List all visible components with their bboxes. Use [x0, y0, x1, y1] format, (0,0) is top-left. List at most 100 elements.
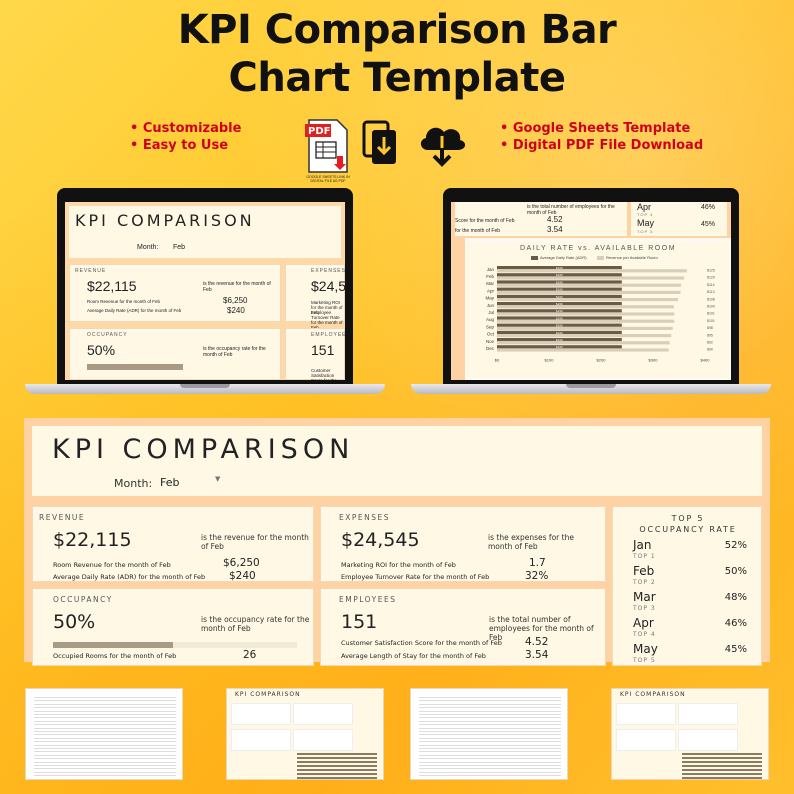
x-tick-label: $400: [701, 357, 711, 362]
sheet-row-line: [34, 765, 176, 766]
data-label-revpar: $114: [707, 283, 715, 287]
mini-month-label: Month:: [137, 244, 159, 251]
sheet-row-line: [34, 775, 176, 777]
headline-line-1: KPI Comparison Bar: [177, 7, 617, 53]
sheet-row-line: [34, 697, 176, 698]
mini-expenses-label: EXPENSES: [311, 268, 345, 274]
top5-tag: TOP 5: [633, 657, 656, 664]
data-label-revpar: $98: [707, 326, 713, 330]
length-of-stay-value: 3.54: [525, 649, 549, 661]
thumbnail-data-sheet-2[interactable]: [410, 688, 568, 780]
data-label-adr: $240: [556, 266, 563, 270]
top5-month: Apr: [633, 616, 654, 630]
data-label-adr: $240: [556, 309, 563, 313]
chevron-down-icon[interactable]: ▼: [215, 475, 221, 483]
mini-top5-pct: 45%: [701, 221, 716, 228]
data-label-revpar: $101: [707, 319, 715, 323]
mini-header: [69, 206, 341, 240]
top5-title-line2: OCCUPANCY RATE: [639, 525, 737, 534]
employees-desc: is the total number of employees for the…: [489, 615, 594, 642]
sheet-row-line: [419, 697, 561, 698]
y-tick-label: Jan: [487, 267, 495, 272]
sheet-row-line: [419, 717, 561, 719]
mini-occupancy-card: [69, 328, 281, 380]
top5-row: Mar TOP 3 48%: [633, 590, 753, 616]
feature-item: Easy to Use: [130, 137, 241, 154]
csat-value: 4.52: [525, 636, 549, 648]
mini-top5-month: Apr: [637, 202, 652, 212]
adr-label: Average Daily Rate (ADR) for the month o…: [53, 573, 206, 581]
mini-top5-pct: 46%: [701, 204, 716, 211]
thumb-card: [231, 729, 291, 751]
bar-revpar: [497, 290, 681, 294]
marketing-roi-value: 1.7: [529, 557, 546, 569]
bar-adr: [497, 345, 622, 349]
sheet-row-line: [34, 707, 176, 709]
sheet-row-line: [34, 731, 176, 732]
mini-top5-month: May: [637, 218, 655, 228]
x-tick-label: $0: [495, 357, 500, 362]
legend-label-revpar: Revenue per Available Room: [606, 255, 658, 260]
data-label-revpar: $113: [707, 290, 715, 294]
mini-revenue-sub2-value: $240: [227, 306, 245, 315]
mini-emp-sub2-value: 3.54: [547, 225, 563, 234]
legend-swatch-adr: [531, 256, 538, 260]
turnover-label: Employee Turnover Rate for the month of …: [341, 573, 490, 581]
mini-revenue-label: REVENUE: [75, 268, 107, 274]
sheet-row-line: [419, 703, 561, 705]
y-tick-label: Dec: [486, 346, 495, 351]
y-tick-label: Apr: [487, 288, 495, 293]
chart-title: DAILY RATE vs. AVAILABLE ROOM: [519, 245, 677, 252]
y-tick-label: Jul: [488, 310, 494, 315]
page-title: KPI COMPARISON: [52, 434, 355, 465]
thumb-bar-chart: [682, 753, 762, 779]
expenses-value: $24,545: [341, 529, 420, 551]
sheet-row-line: [419, 714, 561, 715]
data-label-revpar: $100: [707, 305, 715, 309]
data-label-adr: $240: [556, 345, 563, 349]
feature-item: Digital PDF File Download: [500, 137, 703, 154]
feature-item: Customizable: [130, 120, 242, 137]
mini-expenses-sub2: Employee Turnover Rate for the month of …: [311, 310, 343, 330]
thumbnail-dashboard-1[interactable]: KPI COMPARISON: [226, 688, 384, 780]
sheet-row-line: [419, 768, 561, 770]
month-select[interactable]: Feb: [160, 476, 180, 489]
mini-employees-card: [285, 328, 345, 380]
sheet-row-line: [34, 761, 176, 763]
sheet-row-line: [34, 741, 176, 743]
revenue-card: REVENUE $22,115 is the revenue for the m…: [32, 506, 314, 582]
sheet-row-line: [34, 758, 176, 760]
mini-employees-label: EMPLOYEES: [311, 332, 345, 338]
x-tick-label: $300: [649, 357, 659, 362]
sheet-row-line: [419, 724, 561, 726]
bar-adr: [497, 323, 622, 327]
kpi-dashboard-inner: KPI COMPARISON Month: Feb ▼ REVENUE $22,…: [32, 426, 762, 666]
sheet-row-line: [419, 748, 561, 749]
bar-revpar: [497, 326, 673, 330]
laptop-left: KPI COMPARISON Month: Feb REVENUE $22,11…: [25, 188, 385, 398]
top5-tag: TOP 2: [633, 579, 656, 586]
sheet-row-line: [34, 737, 176, 739]
data-label-adr: $240: [556, 331, 563, 335]
month-label: Month:: [114, 477, 153, 490]
mini-revenue-sub2: Average Daily Rate (ADR) for the month o…: [87, 308, 182, 313]
daily-rate-bar-chart: Jan $240 $125 Feb $240 $120 Mar $240 $114 Apr $240…: [485, 266, 715, 362]
cloud-download-icon: [420, 127, 466, 167]
thumbnail-dashboard-2[interactable]: KPI COMPARISON: [611, 688, 769, 780]
bar-adr: [497, 287, 622, 291]
csat-label: Customer Satisfaction Score for the mont…: [341, 639, 502, 647]
bar-revpar: [497, 298, 678, 302]
bar-adr: [497, 266, 622, 270]
mini-occupancy-value: 50%: [87, 342, 116, 358]
thumb-card: [616, 703, 676, 725]
top5-row: Feb TOP 2 50%: [633, 564, 753, 590]
mini-month-value: Feb: [173, 244, 186, 251]
y-tick-label: Feb: [486, 274, 494, 279]
bar-revpar: [497, 283, 682, 287]
x-tick-label: $100: [545, 357, 555, 362]
features-left: Customizable Easy to Use: [130, 120, 242, 154]
sheet-row-line: [419, 761, 561, 763]
mini-occupancy-bar: [87, 364, 183, 370]
y-tick-label: May: [485, 296, 494, 301]
thumbnail-data-sheet-1[interactable]: [25, 688, 183, 780]
